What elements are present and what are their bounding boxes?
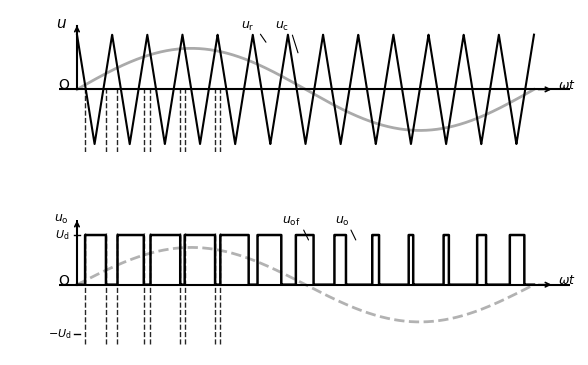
Text: $u_{\mathrm{o}}$: $u_{\mathrm{o}}$ xyxy=(54,212,68,226)
Text: $u_{\rm of}$: $u_{\rm of}$ xyxy=(282,215,301,228)
Text: O: O xyxy=(58,274,69,288)
Text: $-U_{\mathrm{d}}$: $-U_{\mathrm{d}}$ xyxy=(48,327,71,341)
Text: O: O xyxy=(58,78,69,92)
Text: $U_{\mathrm{d}}$: $U_{\mathrm{d}}$ xyxy=(55,228,69,242)
Text: $u_{\rm o}$: $u_{\rm o}$ xyxy=(335,215,350,228)
Text: $\omega t$: $\omega t$ xyxy=(558,274,576,287)
Text: $u_{\rm c}$: $u_{\rm c}$ xyxy=(275,20,289,33)
Text: u: u xyxy=(56,16,66,31)
Text: $\omega t$: $\omega t$ xyxy=(558,78,576,92)
Text: $u_{\rm r}$: $u_{\rm r}$ xyxy=(241,20,255,33)
